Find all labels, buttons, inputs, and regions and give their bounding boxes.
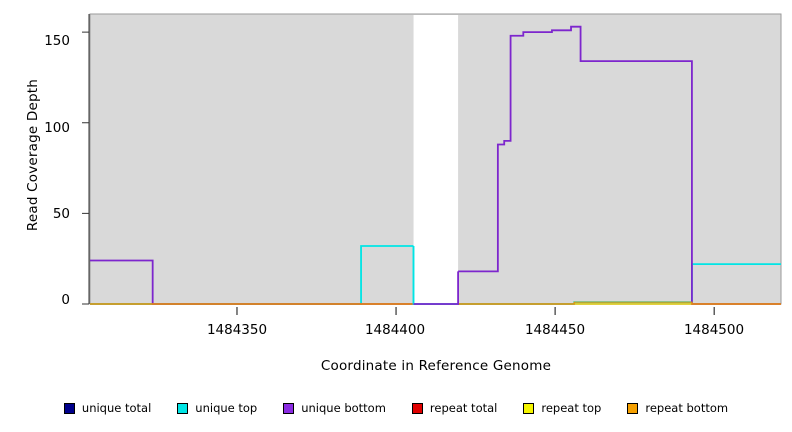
legend-label: unique bottom — [301, 401, 386, 415]
legend-item[interactable]: unique top — [177, 401, 257, 415]
series-line — [90, 301, 781, 305]
y-tick-label-3: 150 — [44, 33, 70, 49]
legend-swatch-icon — [627, 402, 639, 414]
legend-swatch-icon — [523, 402, 535, 414]
legend-label: unique total — [81, 401, 152, 415]
legend-label: unique top — [195, 401, 258, 415]
no-data-gap — [413, 15, 459, 304]
y-tick-label-0: 0 — [61, 292, 70, 308]
legend-swatch-icon — [177, 402, 189, 414]
legend-item[interactable]: repeat top — [523, 401, 601, 415]
legend-item[interactable]: repeat bottom — [627, 401, 728, 415]
legend-swatch-icon — [63, 402, 75, 414]
legend-label: repeat bottom — [645, 401, 729, 415]
legend-swatch-icon — [411, 402, 423, 414]
legend-label: repeat total — [429, 401, 498, 415]
x-tick-label-0: 1484350 — [206, 322, 268, 338]
chart-legend: unique total unique top unique bottom repea… — [0, 398, 792, 418]
legend-swatch-icon — [283, 402, 295, 414]
x-tick-label-2: 1484450 — [524, 322, 586, 338]
series-line — [413, 271, 459, 305]
y-tick-label-2: 100 — [44, 120, 70, 136]
x-tick-label-3: 1484500 — [683, 322, 745, 338]
legend-item[interactable]: unique bottom — [283, 401, 386, 415]
x-axis-title: Coordinate in Reference Genome — [320, 358, 552, 374]
legend-label: repeat top — [541, 401, 602, 415]
y-tick-label-1: 50 — [52, 206, 70, 222]
legend-item[interactable]: repeat total — [411, 401, 498, 415]
x-tick-label-1: 1484400 — [364, 322, 426, 338]
legend-item[interactable]: unique total — [63, 401, 152, 415]
